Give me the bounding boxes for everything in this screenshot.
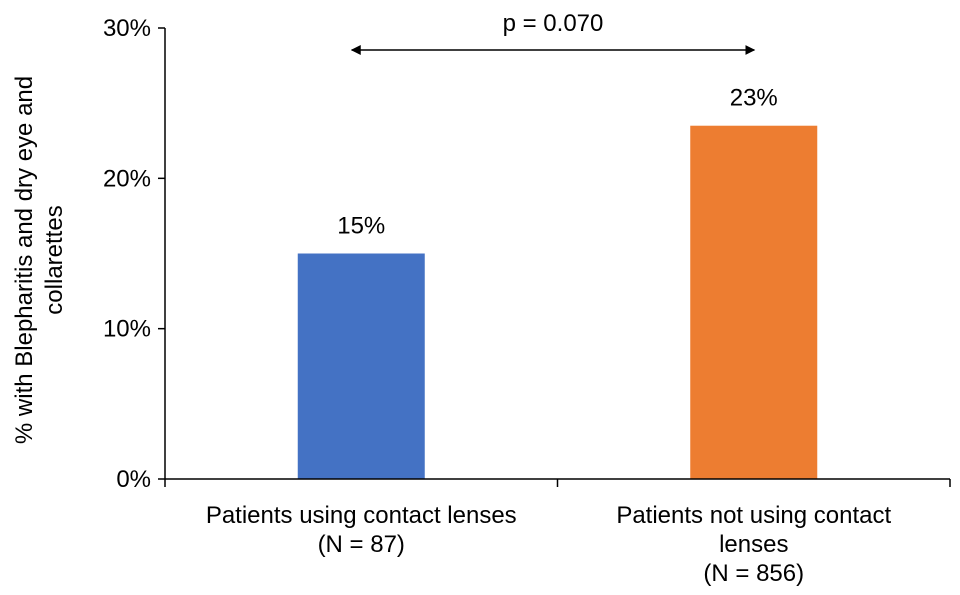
x-axis: Patients using contact lenses (N = 87)Pat… (164, 478, 951, 587)
y-axis: 0% 10% 20% 30% (103, 15, 166, 493)
x-category-label-line: (N = 87) (318, 531, 405, 558)
y-axis-title: % with Blepharitis and dry eye and collar… (11, 76, 68, 444)
x-category-label-line: (N = 856) (703, 560, 804, 587)
x-category-label-line: lenses (719, 531, 788, 558)
y-tick-label: 30% (103, 15, 151, 42)
bars: 15% 23% (297, 85, 818, 479)
y-tick-label: 10% (103, 316, 151, 343)
p-value-annotation: p = 0.070 (350, 10, 756, 55)
bar-data-label: 23% (730, 85, 778, 112)
y-tick-label: 0% (116, 466, 151, 493)
x-category-label: Patients using contact lenses (N = 87) (206, 502, 517, 558)
x-category-label-line: Patients using contact lenses (206, 502, 517, 529)
y-axis-label: % with Blepharitis and dry eye and collar… (11, 76, 68, 444)
y-axis-title-line: collarettes (41, 205, 68, 314)
bar (297, 253, 425, 479)
p-value-label: p = 0.070 (503, 10, 604, 37)
x-category-label-line: Patients not using contact (616, 502, 891, 529)
y-tick-label: 20% (103, 165, 151, 192)
x-category-label: Patients not using contact lenses (N = 856… (616, 502, 891, 587)
y-axis-title-line: % with Blepharitis and dry eye and (11, 76, 38, 444)
bar (690, 125, 818, 479)
bar-data-label: 15% (337, 213, 385, 240)
